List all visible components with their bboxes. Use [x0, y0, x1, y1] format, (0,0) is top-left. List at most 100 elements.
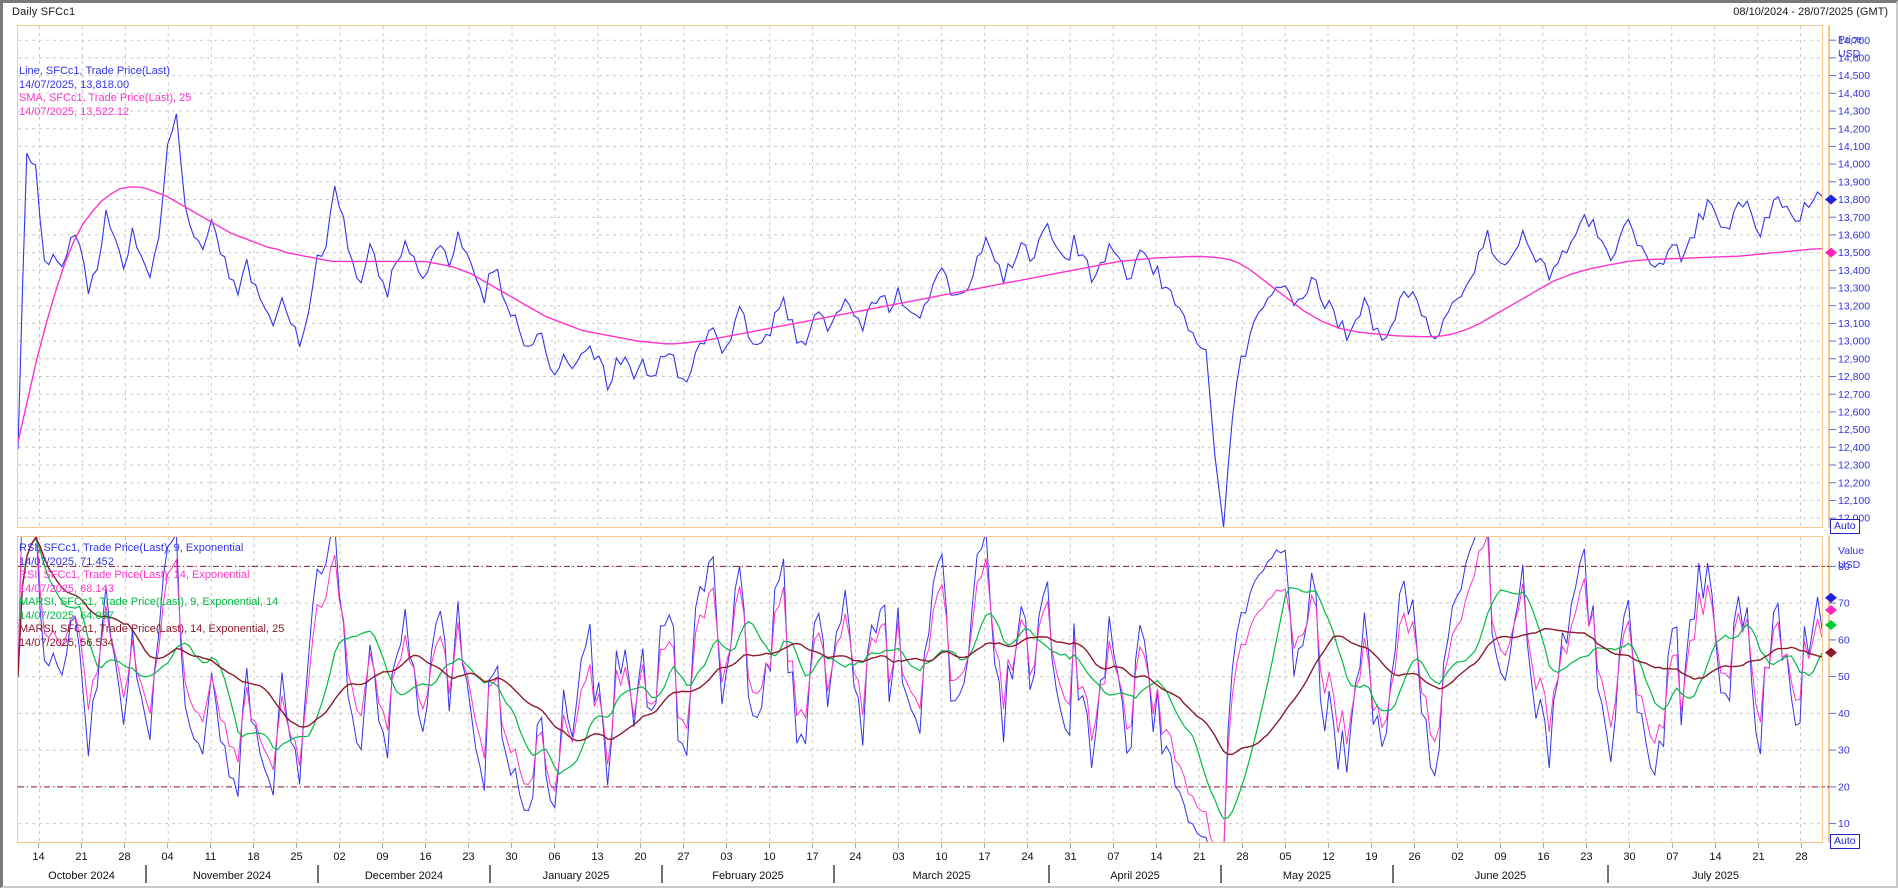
svg-text:24: 24: [1021, 851, 1033, 863]
svg-text:Value: Value: [1838, 545, 1864, 557]
date-range-label: 08/10/2024 - 28/07/2025 (GMT): [1733, 6, 1888, 18]
svg-text:10: 10: [763, 851, 775, 863]
svg-text:13,500: 13,500: [1838, 247, 1870, 259]
svg-text:31: 31: [1064, 851, 1076, 863]
legend-sma-25-value: 14/07/2025, 13,522.12: [19, 105, 130, 118]
svg-text:28: 28: [1795, 851, 1807, 863]
svg-text:09: 09: [1494, 851, 1506, 863]
legend-rsi-14-value: 14/07/2025, 68.143: [19, 582, 114, 595]
legend-marsi-14: MARSI, SFCc1, Trade Price(Last), 14, Exp…: [19, 623, 285, 635]
svg-text:21: 21: [1193, 851, 1205, 863]
legend-rsi-14: RSI, SFCc1, Trade Price(Last), 14, Expon…: [19, 569, 250, 581]
svg-text:13,600: 13,600: [1838, 230, 1870, 242]
svg-text:23: 23: [1580, 851, 1592, 863]
svg-text:09: 09: [376, 851, 388, 863]
price-auto-scale-button[interactable]: Auto: [1830, 519, 1860, 534]
svg-text:January 2025: January 2025: [543, 870, 610, 882]
svg-text:02: 02: [1451, 851, 1463, 863]
svg-text:13,000: 13,000: [1838, 336, 1870, 348]
svg-text:14,000: 14,000: [1838, 159, 1870, 171]
rsi-auto-scale-button[interactable]: Auto: [1830, 834, 1860, 849]
svg-text:14: 14: [32, 851, 44, 863]
svg-text:12,500: 12,500: [1838, 424, 1870, 436]
svg-text:Price: Price: [1838, 34, 1862, 46]
svg-text:13,400: 13,400: [1838, 265, 1870, 277]
svg-text:28: 28: [118, 851, 130, 863]
legend-marsi-9: MARSI, SFCc1, Trade Price(Last), 9, Expo…: [19, 596, 279, 608]
legend-line-sfcc1-value: 14/07/2025, 13,818.00: [19, 78, 130, 91]
price-chart-pane[interactable]: [17, 25, 1823, 528]
svg-text:May 2025: May 2025: [1283, 870, 1331, 882]
svg-text:14,200: 14,200: [1838, 123, 1870, 135]
svg-text:12,600: 12,600: [1838, 407, 1870, 419]
svg-text:23: 23: [462, 851, 474, 863]
svg-text:13,700: 13,700: [1838, 212, 1870, 224]
svg-text:16: 16: [419, 851, 431, 863]
svg-text:12: 12: [1322, 851, 1334, 863]
window-title: Daily SFCc1: [12, 6, 76, 18]
svg-text:25: 25: [290, 851, 302, 863]
svg-text:20: 20: [634, 851, 646, 863]
svg-text:December 2024: December 2024: [365, 870, 443, 882]
time-axis[interactable]: 14 21 28 04 11 18 25 02 09 16 23 30 06 13 20 27 03 10 17 24…: [17, 843, 1823, 889]
price-value-axis[interactable]: 14,700 14,600 14,500 14,400 14,300 14,200 14,1…: [1823, 25, 1898, 528]
svg-text:USD: USD: [1838, 48, 1861, 60]
svg-text:13,200: 13,200: [1838, 300, 1870, 312]
rsi-value-axis[interactable]: 80 70 60 50 40 30 20 10 Value USD: [1823, 536, 1898, 843]
svg-text:24: 24: [849, 851, 861, 863]
svg-text:03: 03: [892, 851, 904, 863]
svg-text:70: 70: [1838, 598, 1850, 610]
svg-text:13,100: 13,100: [1838, 318, 1870, 330]
svg-text:USD: USD: [1838, 559, 1861, 571]
svg-text:17: 17: [978, 851, 990, 863]
rsi-legend: RSI, SFCc1, Trade Price(Last), 9, Expone…: [19, 542, 284, 650]
svg-text:14,300: 14,300: [1838, 106, 1870, 118]
svg-text:11: 11: [205, 851, 216, 863]
svg-text:12,700: 12,700: [1838, 389, 1870, 401]
svg-text:June 2025: June 2025: [1475, 870, 1526, 882]
svg-text:02: 02: [333, 851, 345, 863]
svg-text:30: 30: [1623, 851, 1635, 863]
svg-text:16: 16: [1537, 851, 1549, 863]
svg-text:13: 13: [591, 851, 603, 863]
svg-text:14,700: 14,700: [1838, 35, 1870, 47]
legend-rsi-9: RSI, SFCc1, Trade Price(Last), 9, Expone…: [19, 542, 244, 554]
svg-text:27: 27: [677, 851, 689, 863]
svg-text:80: 80: [1838, 561, 1850, 573]
svg-text:07: 07: [1666, 851, 1678, 863]
legend-marsi-14-value: 14/07/2025, 56.534: [19, 636, 114, 649]
svg-text:40: 40: [1838, 708, 1850, 720]
svg-text:13,800: 13,800: [1838, 194, 1870, 206]
svg-text:04: 04: [161, 851, 173, 863]
svg-text:30: 30: [505, 851, 517, 863]
svg-text:13,900: 13,900: [1838, 176, 1870, 188]
svg-text:50: 50: [1838, 671, 1850, 683]
svg-text:20: 20: [1838, 782, 1850, 794]
svg-text:April 2025: April 2025: [1110, 870, 1160, 882]
svg-text:12,300: 12,300: [1838, 460, 1870, 472]
rsi-plot[interactable]: [18, 537, 1822, 842]
rsi-chart-pane[interactable]: [17, 536, 1823, 843]
svg-text:12,100: 12,100: [1838, 495, 1870, 507]
svg-text:14: 14: [1150, 851, 1162, 863]
svg-text:10: 10: [935, 851, 947, 863]
price-legend: Line, SFCc1, Trade Price(Last) 14/07/202…: [19, 65, 191, 119]
svg-text:14,100: 14,100: [1838, 141, 1870, 153]
svg-text:14,600: 14,600: [1838, 53, 1870, 65]
svg-text:03: 03: [720, 851, 732, 863]
legend-sma-25: SMA, SFCc1, Trade Price(Last), 25: [19, 92, 192, 104]
svg-text:14,500: 14,500: [1838, 70, 1870, 82]
svg-text:18: 18: [247, 851, 259, 863]
svg-text:10: 10: [1838, 818, 1850, 830]
svg-text:19: 19: [1365, 851, 1377, 863]
svg-text:12,200: 12,200: [1838, 477, 1870, 489]
svg-text:July 2025: July 2025: [1692, 870, 1739, 882]
svg-text:14: 14: [1709, 851, 1721, 863]
svg-text:14,400: 14,400: [1838, 88, 1870, 100]
svg-text:06: 06: [548, 851, 560, 863]
svg-text:12,400: 12,400: [1838, 442, 1870, 454]
price-plot[interactable]: [18, 26, 1822, 527]
svg-text:12,900: 12,900: [1838, 353, 1870, 365]
svg-text:21: 21: [1752, 851, 1764, 863]
